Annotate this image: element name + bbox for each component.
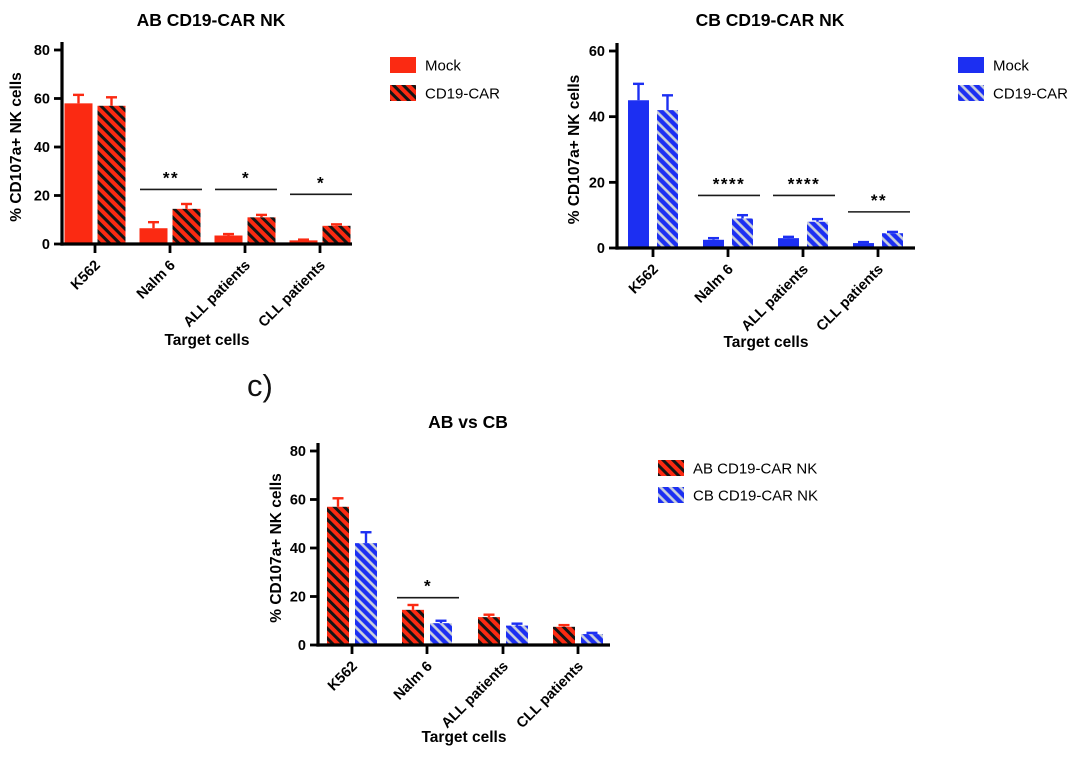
bar-cd19-car-all-patients bbox=[247, 217, 276, 244]
bar-mock-nalm-6 bbox=[139, 228, 168, 244]
bar-ab-cd19-car-nk-k562 bbox=[327, 506, 349, 645]
bar-cb-cd19-car-nk-nalm-6 bbox=[430, 623, 452, 645]
svg-text:20: 20 bbox=[290, 590, 306, 606]
error-bars bbox=[332, 497, 598, 635]
bar-cd19-car-k562 bbox=[97, 105, 126, 245]
legend-label: CB CD19-CAR NK bbox=[693, 488, 818, 505]
x-tick-label: CLL patients bbox=[814, 262, 887, 335]
chart-title: CB CD19-CAR NK bbox=[696, 10, 845, 30]
legend-label: CD19-CAR bbox=[425, 86, 500, 103]
bar-cb-cd19-car-nk-all-patients bbox=[506, 625, 528, 645]
legend-swatch bbox=[658, 460, 684, 476]
bars bbox=[64, 103, 351, 245]
bar-cb-cd19-car-nk-cll-patients bbox=[581, 634, 603, 645]
svg-text:*: * bbox=[242, 168, 250, 187]
svg-text:*: * bbox=[317, 173, 325, 192]
y-axis-label: % CD107a+ NK cells bbox=[268, 473, 285, 622]
svg-text:*: * bbox=[424, 577, 432, 596]
bar-cd19-car-nalm-6 bbox=[732, 218, 753, 248]
x-tick-label: ALL patients bbox=[739, 262, 812, 335]
svg-text:20: 20 bbox=[34, 189, 50, 205]
y-axis-label: % CD107a+ NK cells bbox=[8, 72, 25, 221]
significance-annotations: * bbox=[397, 577, 459, 599]
legend: AB CD19-CAR NK CB CD19-CAR NK bbox=[658, 460, 818, 505]
legend-swatch bbox=[958, 85, 984, 101]
svg-text:40: 40 bbox=[290, 541, 306, 557]
x-tick-label: Nalm 6 bbox=[692, 262, 737, 307]
legend-swatch bbox=[390, 57, 416, 73]
legend-swatch bbox=[658, 487, 684, 503]
x-tick-label: Nalm 6 bbox=[391, 659, 436, 704]
svg-text:****: **** bbox=[713, 174, 745, 193]
x-tick-label: ALL patients bbox=[181, 258, 254, 331]
svg-text:**: ** bbox=[163, 168, 179, 187]
bar-mock-cll-patients bbox=[853, 243, 874, 248]
x-axis-label: Target cells bbox=[723, 334, 808, 351]
y-axis-label: % CD107a+ NK cells bbox=[566, 75, 583, 224]
error-bars bbox=[73, 93, 342, 241]
bars bbox=[628, 100, 903, 248]
bar-mock-nalm-6 bbox=[703, 239, 724, 248]
svg-text:80: 80 bbox=[290, 444, 306, 460]
svg-text:40: 40 bbox=[589, 110, 605, 126]
chart-title: AB CD19-CAR NK bbox=[137, 10, 286, 30]
x-tick-label: K562 bbox=[325, 659, 361, 695]
svg-text:20: 20 bbox=[589, 175, 605, 191]
bar-mock-all-patients bbox=[214, 235, 243, 244]
bar-mock-k562 bbox=[64, 103, 93, 244]
bar-ab-cd19-car-nk-all-patients bbox=[478, 617, 500, 645]
bars bbox=[327, 506, 603, 645]
svg-text:60: 60 bbox=[589, 44, 605, 60]
bar-cd19-car-nalm-6 bbox=[172, 208, 201, 244]
significance-annotations: **** ****** bbox=[698, 174, 910, 213]
svg-text:40: 40 bbox=[34, 140, 50, 156]
bar-ab-cd19-car-nk-nalm-6 bbox=[402, 609, 424, 645]
legend: Mock CD19-CAR bbox=[958, 57, 1068, 103]
bar-mock-all-patients bbox=[778, 238, 799, 248]
svg-text:****: **** bbox=[788, 174, 820, 193]
chart-title: AB vs CB bbox=[428, 412, 508, 432]
bar-cd19-car-k562 bbox=[657, 110, 678, 248]
legend-swatch bbox=[958, 57, 984, 73]
svg-text:60: 60 bbox=[290, 493, 306, 509]
x-tick-label: ALL patients bbox=[439, 659, 512, 732]
legend-label: CD19-CAR bbox=[993, 86, 1068, 103]
x-tick-label: K562 bbox=[626, 262, 662, 298]
svg-text:80: 80 bbox=[34, 43, 50, 59]
legend-label: AB CD19-CAR NK bbox=[693, 461, 817, 478]
svg-text:60: 60 bbox=[34, 92, 50, 108]
x-tick-label: K562 bbox=[68, 258, 104, 294]
svg-text:0: 0 bbox=[42, 237, 50, 253]
bar-cb-cd19-car-nk-k562 bbox=[355, 543, 377, 645]
svg-text:**: ** bbox=[871, 191, 887, 210]
x-tick-label: CLL patients bbox=[514, 659, 587, 732]
bar-mock-cll-patients bbox=[289, 240, 318, 244]
x-tick-label: CLL patients bbox=[256, 258, 329, 331]
legend: Mock CD19-CAR bbox=[390, 57, 500, 103]
svg-text:0: 0 bbox=[597, 241, 605, 257]
legend-label: Mock bbox=[993, 58, 1029, 75]
chart-ab-vs-cb: * 0 20 40 60 80 K562 Nalm 6 ALL patients CLL pati… bbox=[268, 412, 818, 746]
x-axis-label: Target cells bbox=[421, 729, 506, 746]
x-axis-label: Target cells bbox=[164, 332, 249, 349]
bar-cd19-car-cll-patients bbox=[322, 225, 351, 244]
bar-cd19-car-cll-patients bbox=[882, 233, 903, 248]
panel-label-c: c) bbox=[247, 368, 273, 403]
error-bars bbox=[633, 82, 898, 244]
x-tick-label: Nalm 6 bbox=[134, 258, 179, 303]
bar-mock-k562 bbox=[628, 100, 649, 248]
legend-swatch bbox=[390, 85, 416, 101]
legend-label: Mock bbox=[425, 58, 461, 75]
bar-cd19-car-all-patients bbox=[807, 221, 828, 248]
bar-ab-cd19-car-nk-cll-patients bbox=[553, 626, 575, 645]
significance-annotations: ** * * bbox=[140, 168, 352, 196]
svg-text:0: 0 bbox=[298, 638, 306, 654]
